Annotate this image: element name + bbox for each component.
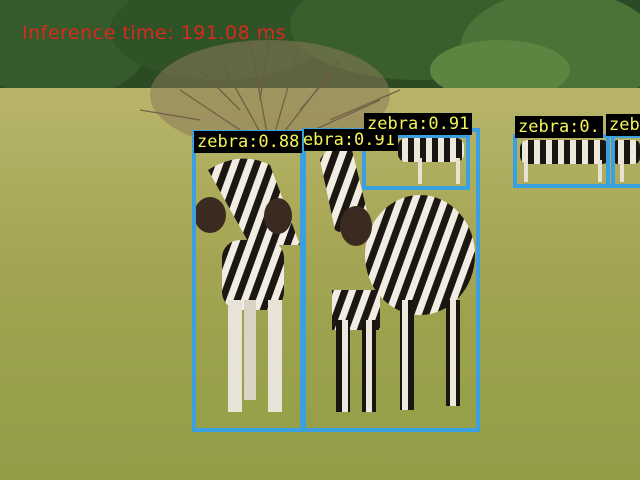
detection-label: zebra:0.88 — [194, 131, 303, 153]
inference-time-text: Inference time: 191.08 ms — [22, 22, 287, 44]
zebra-bounding-box — [606, 134, 640, 188]
zebra-bounding-box — [513, 134, 615, 188]
zebra-bounding-box — [192, 130, 304, 432]
detection-label: zebra:0.91 — [364, 113, 473, 135]
detection-label: zeb — [606, 114, 640, 136]
detection-label: zebra:0. — [515, 116, 603, 138]
zebra-bounding-box — [362, 134, 470, 190]
